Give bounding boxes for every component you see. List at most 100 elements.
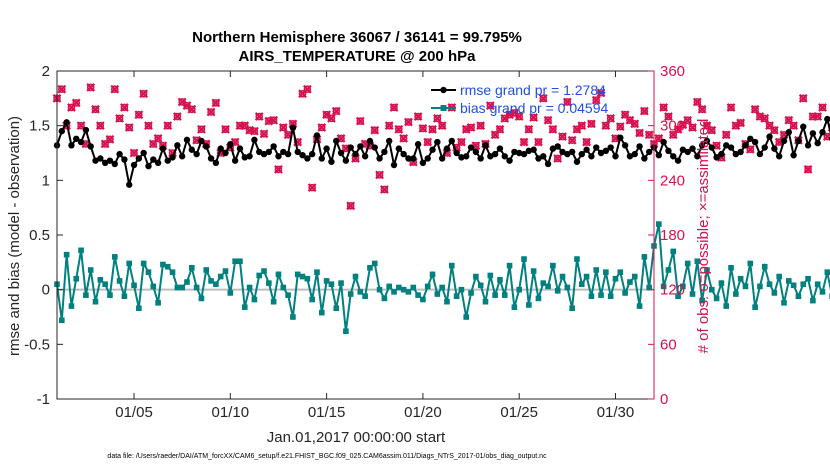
bias-point — [492, 292, 498, 298]
legend: rmse grand pr = 1.2784 bias grand pr = 0… — [431, 82, 608, 116]
bias-point — [237, 258, 243, 265]
bias-point — [468, 290, 474, 296]
obs-possible-point — [486, 101, 495, 110]
obs-possible-point — [558, 132, 567, 141]
obs-assimilated-point — [250, 126, 259, 136]
bias-point — [675, 293, 681, 300]
x-tick-label: 01/10 — [212, 404, 250, 421]
obs-assimilated-point — [389, 103, 399, 112]
bias-point — [420, 296, 426, 303]
rmse-point — [164, 157, 171, 164]
rmse-point — [583, 146, 590, 153]
obs-possible-point — [515, 112, 523, 121]
obs-assimilated-point — [505, 110, 514, 120]
rmse-point — [357, 143, 364, 150]
obs-possible-point — [385, 121, 394, 130]
rmse-point — [203, 143, 210, 150]
obs-assimilated-point — [567, 135, 577, 145]
bias-point — [280, 284, 287, 291]
bias-point — [333, 305, 340, 312]
bias-point — [641, 254, 648, 260]
bias-point — [184, 279, 190, 285]
rmse-point — [588, 153, 595, 160]
bias-point — [713, 295, 720, 302]
bias-point — [251, 296, 258, 303]
rmse-point — [222, 149, 229, 157]
bias-point — [622, 290, 628, 296]
rmse-point — [819, 129, 826, 136]
obs-possible-point — [178, 98, 186, 106]
rmse-point — [568, 148, 576, 156]
rmse-point — [260, 150, 268, 158]
bias-point — [511, 304, 518, 310]
rmse-point — [491, 150, 499, 158]
bias-point — [347, 291, 354, 297]
obs-possible-point — [500, 114, 509, 123]
bias-point — [704, 267, 710, 273]
rmse-point — [174, 142, 181, 149]
rmse-point — [386, 137, 393, 145]
obs-assimilated-point — [553, 154, 563, 163]
rmse-point — [419, 159, 427, 167]
bias-point — [819, 289, 826, 295]
obs-possible-point — [587, 120, 596, 128]
bias-point — [689, 291, 696, 297]
y-tick-label: 1.5 — [29, 118, 50, 135]
rmse-point — [337, 149, 345, 157]
bias-point — [737, 275, 744, 282]
bias-point — [540, 280, 547, 286]
bias-point — [391, 289, 397, 295]
rmse-point — [193, 150, 200, 158]
y-tick-label: 2 — [42, 63, 50, 80]
obs-possible-point — [683, 116, 692, 124]
rmse-point — [747, 135, 754, 142]
rmse-point — [684, 148, 691, 156]
y2-tick-label: 240 — [660, 172, 685, 189]
rmse-point — [607, 144, 614, 151]
bias-point — [636, 303, 643, 309]
obs-possible-point — [553, 154, 562, 163]
bias-point — [241, 304, 248, 310]
bias-point — [78, 247, 84, 254]
obs-possible-point — [149, 140, 158, 148]
rmse-point — [371, 144, 378, 151]
bias-point — [164, 263, 171, 270]
obs-possible-point — [727, 103, 735, 112]
obs-possible-point — [173, 112, 182, 121]
rmse-point — [645, 148, 653, 156]
rmse-point — [631, 150, 638, 158]
bias-point — [521, 256, 527, 262]
rmse-point — [414, 141, 422, 148]
obs-assimilated-point — [596, 88, 606, 98]
bias-point — [213, 281, 219, 287]
rmse-point — [159, 145, 167, 152]
rmse-point — [217, 145, 224, 152]
obs-assimilated-point — [317, 123, 327, 132]
bias-point — [102, 281, 108, 287]
rmse-point — [824, 115, 830, 123]
rmse-point — [280, 148, 287, 156]
bias-point — [121, 293, 128, 300]
bias-point — [574, 256, 580, 262]
rmse-point — [145, 162, 152, 170]
rmse-point — [212, 159, 220, 167]
obs-assimilated-point — [254, 112, 264, 121]
obs-assimilated-point — [91, 104, 100, 114]
x-tick-label: 01/05 — [115, 404, 153, 421]
x-axis-label: Jan.01,2017 00:00:00 start — [267, 429, 446, 446]
rmse-point — [756, 150, 764, 158]
obs-possible-point — [207, 108, 215, 116]
rmse-point — [73, 135, 80, 142]
obs-possible-point — [818, 103, 827, 112]
obs-possible-point — [577, 121, 586, 130]
bias-point — [733, 291, 739, 297]
bias-point — [145, 269, 152, 275]
bias-point — [453, 293, 460, 300]
obs-possible-point — [395, 125, 403, 134]
bias-point — [694, 258, 701, 265]
obs-possible-point — [597, 89, 605, 97]
obs-possible-point — [765, 121, 774, 130]
bias-point — [631, 273, 638, 280]
y2-tick-label: 0 — [660, 391, 668, 408]
rmse-point — [660, 138, 667, 146]
